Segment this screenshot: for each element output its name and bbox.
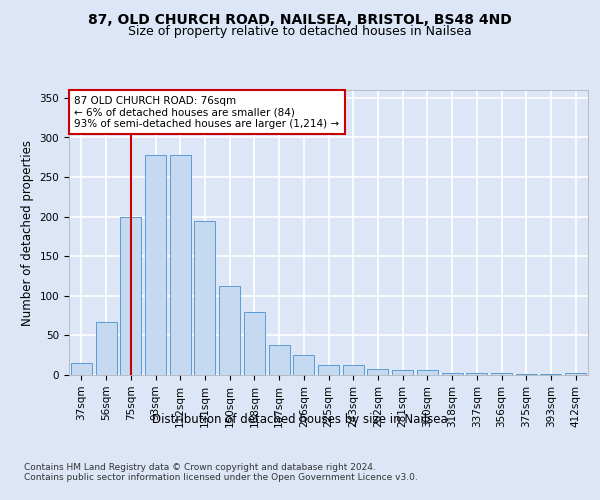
Bar [145,155,166,375]
Bar [343,364,364,375]
Bar [565,374,586,375]
Text: 87, OLD CHURCH ROAD, NAILSEA, BRISTOL, BS48 4ND: 87, OLD CHURCH ROAD, NAILSEA, BRISTOL, B… [88,12,512,26]
Bar [170,155,191,375]
Bar [244,312,265,375]
Bar [417,370,438,375]
Text: Distribution of detached houses by size in Nailsea: Distribution of detached houses by size … [152,412,448,426]
Text: Size of property relative to detached houses in Nailsea: Size of property relative to detached ho… [128,25,472,38]
Bar [491,374,512,375]
Bar [219,286,240,375]
Bar [442,372,463,375]
Bar [541,374,562,375]
Text: Contains HM Land Registry data © Crown copyright and database right 2024.
Contai: Contains HM Land Registry data © Crown c… [24,462,418,482]
Bar [392,370,413,375]
Bar [516,374,537,375]
Bar [367,368,388,375]
Y-axis label: Number of detached properties: Number of detached properties [21,140,34,326]
Bar [194,220,215,375]
Text: 87 OLD CHURCH ROAD: 76sqm
← 6% of detached houses are smaller (84)
93% of semi-d: 87 OLD CHURCH ROAD: 76sqm ← 6% of detach… [74,96,340,129]
Bar [293,355,314,375]
Bar [318,364,339,375]
Bar [71,363,92,375]
Bar [120,216,141,375]
Bar [466,374,487,375]
Bar [269,345,290,375]
Bar [95,322,116,375]
